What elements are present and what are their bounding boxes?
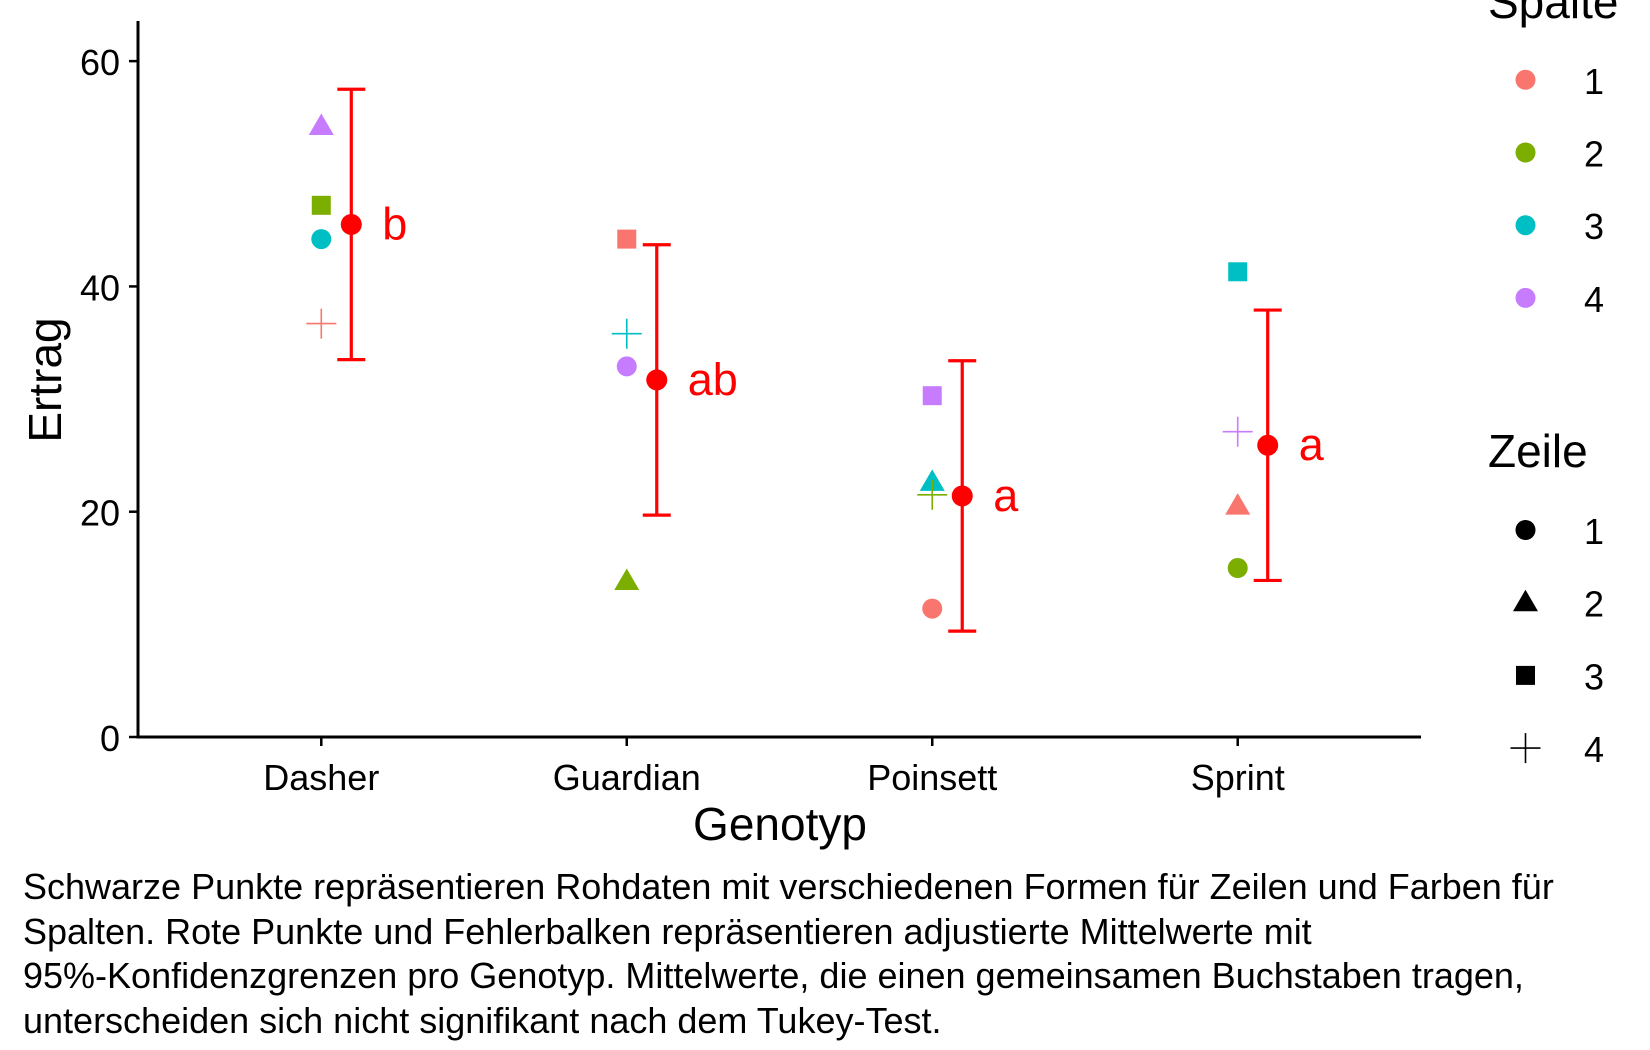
figure-caption: Schwarze Punkte repräsentieren Rohdaten … xyxy=(23,865,1554,1044)
adjusted-mean-point xyxy=(340,213,362,235)
legend-spalte-key xyxy=(1515,142,1536,163)
raw-data-point xyxy=(308,113,334,135)
raw-data-points xyxy=(306,113,1253,619)
raw-data-point xyxy=(617,229,637,249)
legend-spalte-label: 1 xyxy=(1584,61,1604,102)
caption-line: Schwarze Punkte repräsentieren Rohdaten … xyxy=(23,866,1554,907)
legend-spalte-key xyxy=(1515,69,1536,90)
legend-zeile-label: 4 xyxy=(1584,729,1604,770)
raw-data-point xyxy=(616,356,637,377)
raw-data-point xyxy=(614,568,640,591)
raw-data-point xyxy=(922,598,943,619)
y-tick-label: 0 xyxy=(100,718,120,759)
raw-data-point xyxy=(1225,493,1251,515)
legend-zeile-key xyxy=(1513,589,1538,612)
raw-data-point xyxy=(1228,262,1248,282)
x-tick-label: Poinsett xyxy=(867,757,997,798)
legend-spalte-label: 4 xyxy=(1584,279,1604,320)
tukey-letter: a xyxy=(1299,419,1325,470)
x-tick-label: Dasher xyxy=(263,757,379,798)
raw-data-point xyxy=(917,479,948,510)
legend-spalte-label: 3 xyxy=(1584,206,1604,247)
raw-data-point xyxy=(1222,416,1253,447)
legend-spalte-label: 2 xyxy=(1584,134,1604,175)
raw-data-point xyxy=(306,308,337,339)
y-tick-label: 20 xyxy=(80,493,120,534)
tukey-letter: a xyxy=(993,470,1019,521)
raw-data-point xyxy=(311,195,331,215)
y-tick-label: 60 xyxy=(80,42,120,83)
caption-line: unterscheiden sich nicht signifikant nac… xyxy=(23,1000,942,1042)
legend-zeile-key xyxy=(1516,665,1535,685)
legend-spalte-key xyxy=(1515,287,1536,308)
legend-zeile-label: 3 xyxy=(1584,656,1604,697)
adjusted-mean-point xyxy=(646,369,668,391)
tukey-letter: ab xyxy=(688,354,738,405)
axes: 0 20 40 60 Dasher Guardian Poinsett Sprint xyxy=(80,21,1421,798)
legend-spalte-key xyxy=(1515,215,1536,236)
x-tick-label: Sprint xyxy=(1191,757,1285,798)
y-axis-title: Ertrag xyxy=(19,317,71,442)
adjusted-mean-point xyxy=(951,485,973,507)
legend-zeile: Zeile 1 2 3 4 xyxy=(1488,425,1604,770)
raw-data-point xyxy=(311,229,332,250)
legend-zeile-title: Zeile xyxy=(1488,425,1588,477)
x-tick-label: Guardian xyxy=(553,757,701,798)
adjusted-means: b ab a a xyxy=(337,87,1325,633)
raw-data-point xyxy=(611,318,642,349)
caption-line: 95%-Konfidenzgrenzen pro Genotyp. Mittel… xyxy=(23,955,1524,997)
x-axis-title: Genotyp xyxy=(693,798,867,850)
legend-spalte: Spalte 1 2 3 4 xyxy=(1488,0,1618,320)
legend-zeile-label: 1 xyxy=(1584,511,1604,552)
legend-zeile-key xyxy=(1515,520,1536,540)
tukey-letter: b xyxy=(382,198,407,249)
y-tick-label: 40 xyxy=(80,267,120,308)
caption-line: Spalten. Rote Punkte und Fehlerbalken re… xyxy=(23,910,1312,952)
legend-zeile-key xyxy=(1510,733,1541,764)
raw-data-point xyxy=(1227,558,1248,579)
raw-data-point xyxy=(922,386,942,406)
adjusted-mean-point xyxy=(1257,434,1279,456)
legend-zeile-label: 2 xyxy=(1584,584,1604,625)
legend-spalte-title: Spalte xyxy=(1488,0,1618,28)
